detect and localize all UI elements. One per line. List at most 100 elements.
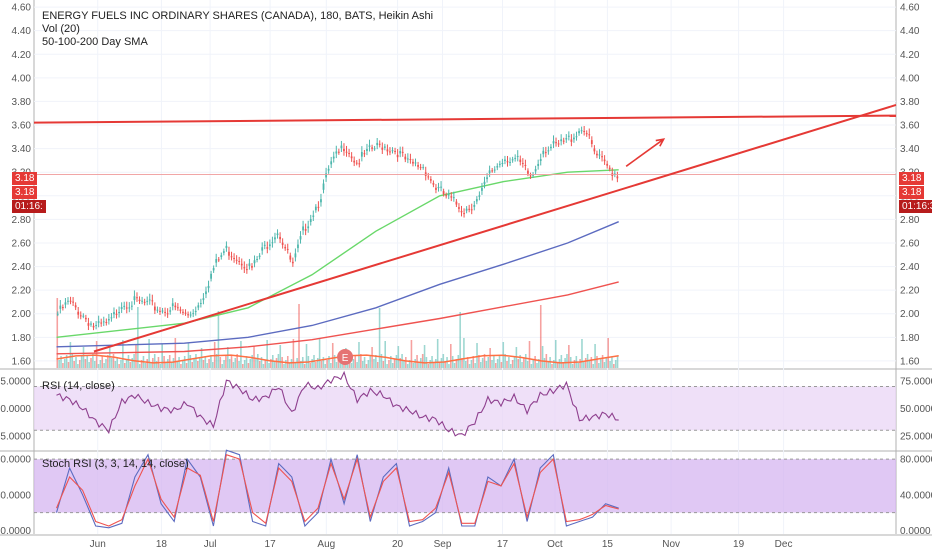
volume-bar [607,338,609,368]
volume-bar [234,358,237,368]
candle-body [616,176,619,179]
candle-body [481,187,483,191]
candle-body [363,153,366,155]
volume-bar [538,359,540,368]
candle-body [570,139,573,142]
candle-body [608,167,611,169]
price-tick-label-right: 3.80 [900,97,920,108]
volume-bar [122,340,124,368]
volume-bar [80,356,83,368]
volume-bar [247,363,250,368]
candle-body [542,150,545,155]
volume-bar [187,343,190,368]
volume-bar [590,357,593,368]
candle-body [297,244,299,249]
volume-bar [315,362,317,368]
candle-body [202,298,205,301]
time-tick-label: Jun [90,539,106,550]
time-tick-label: Jul [204,539,217,550]
candle-body [302,226,304,231]
candle-body [562,140,565,142]
volume-bar [245,356,248,368]
stoch-tick-label-left: 0.0000 [0,526,31,537]
volume-bar [375,355,377,368]
candle-body [253,260,256,264]
candle-body [110,317,113,319]
volume-bar [153,354,156,368]
volume-bar [131,358,134,368]
candle-body [455,201,458,205]
volume-bar [118,364,120,368]
candle-body [389,151,391,153]
volume-bar [556,363,559,368]
candle-body [340,145,343,149]
volume-bar [493,356,495,368]
candle-body [176,307,179,309]
volume-bar [266,340,268,368]
price-tick-label-left: 2.20 [12,286,32,297]
candle-body [483,181,486,185]
volume-bar [285,360,287,368]
candle-body [118,311,120,314]
volume-bar [485,361,488,368]
candle-body [266,247,269,249]
volume-bar [90,358,92,368]
price-tick-label-right: 2.60 [900,238,920,249]
volume-bar [204,356,207,368]
candle-body [92,325,95,328]
projection-arrow [625,138,665,167]
price-tick-label-right: 4.20 [900,50,920,61]
candle-body [348,153,350,155]
volume-bar [369,356,372,368]
candle-body [243,267,246,269]
volume-bar [577,363,580,368]
candle-body [585,133,588,135]
candle-body [182,311,184,313]
volume-legend: Vol (20) [42,23,80,35]
candle-body [468,208,471,210]
candle-body [414,162,417,164]
volume-bar [350,363,353,368]
candle-body [491,170,494,172]
candle-body [391,150,394,152]
candle-body [514,157,517,159]
volume-bar [58,360,60,368]
volume-bar [161,344,163,368]
volume-bar [472,356,475,368]
candle-body [567,135,570,137]
candle-body [248,263,251,266]
candle-body [205,291,207,295]
volume-bar [479,362,482,368]
candle-body [376,142,379,146]
time-tick-label: 19 [733,539,745,550]
volume-bar [554,340,557,368]
candle-body [74,305,77,308]
volume-bar [435,359,437,368]
volume-bar [77,364,79,368]
volume-bar [498,355,501,368]
volume-bar [103,363,105,368]
candle-body [381,147,384,150]
volume-bar [238,361,240,368]
volume-bar [536,363,538,368]
candle-body [498,163,501,165]
candle-body [199,302,202,304]
candle-body [95,324,97,326]
candle-body [97,321,100,323]
volume-bar [399,358,401,368]
left-price-badge-2: 3.18 [12,186,38,199]
volume-bar [150,362,152,368]
candle-body [307,226,310,229]
volume-bar [75,357,77,368]
candle-body [537,163,540,167]
time-tick-label: Nov [662,539,680,550]
volume-bar [328,356,330,368]
candle-body [613,173,616,175]
volume-bar [78,360,81,368]
time-tick-label: 15 [602,539,614,550]
volume-bar [463,338,465,368]
candle-body [138,299,141,301]
candle-body [184,312,187,314]
